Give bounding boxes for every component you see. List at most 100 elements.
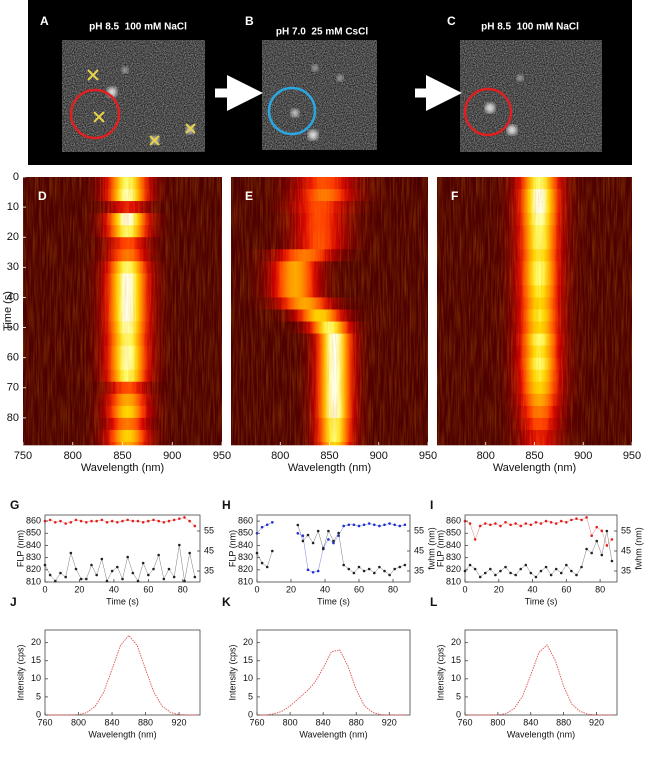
data-point xyxy=(524,563,528,567)
y-tick-label: 5 xyxy=(456,691,461,701)
data-point xyxy=(167,519,171,523)
data-point xyxy=(255,551,259,555)
data-point xyxy=(575,517,578,520)
data-point xyxy=(388,522,391,525)
data-point xyxy=(260,561,264,565)
panel-label: B xyxy=(245,14,254,28)
x-tick-label: 20 xyxy=(74,584,84,594)
data-point xyxy=(43,563,47,567)
data-point xyxy=(463,569,467,573)
data-point xyxy=(590,551,593,555)
panel-label: F xyxy=(451,189,458,203)
data-point xyxy=(126,555,129,559)
panel-label: J xyxy=(10,595,17,609)
data-point xyxy=(403,523,407,527)
y2-tick-label: 45 xyxy=(621,545,631,555)
data-point xyxy=(54,579,57,583)
spectrum-line xyxy=(257,649,406,716)
data-point xyxy=(383,569,386,573)
data-point xyxy=(494,522,497,525)
data-point xyxy=(64,522,67,525)
image-caption: pH 8.5 100 mM NaCl xyxy=(89,22,187,33)
data-point xyxy=(544,519,548,523)
data-point xyxy=(539,569,543,573)
y-tick-label: 820 xyxy=(26,564,41,574)
y-axis-label: FLP (nm) xyxy=(15,530,25,567)
data-point xyxy=(570,518,573,522)
y2-axis-label: fwhm (nm) xyxy=(426,527,436,570)
y-tick-label: 830 xyxy=(238,552,253,562)
x-tick-label: 880 xyxy=(349,717,364,727)
data-point xyxy=(311,570,315,574)
data-point xyxy=(580,565,583,569)
y-tick-label: 70 xyxy=(7,382,19,394)
data-point xyxy=(85,577,88,581)
data-point xyxy=(590,534,593,538)
x-tick-label: 80 xyxy=(595,584,605,594)
x-tick-label: 800 xyxy=(283,717,298,727)
x-tick-label: 60 xyxy=(561,584,571,594)
data-point xyxy=(483,522,487,525)
data-point xyxy=(468,563,472,567)
y-tick-label: 20 xyxy=(451,637,461,647)
data-point xyxy=(524,522,528,525)
data-point xyxy=(383,523,386,527)
x-tick-label: 60 xyxy=(143,584,153,594)
y-tick-label: 40 xyxy=(7,291,19,303)
data-point xyxy=(347,523,351,527)
x-axis-label: Wavelength (nm) xyxy=(493,462,576,474)
series-line xyxy=(297,524,405,576)
data-point xyxy=(605,529,609,533)
data-point xyxy=(605,544,609,547)
data-point xyxy=(378,524,381,528)
data-point xyxy=(549,573,553,577)
image-c xyxy=(460,40,602,152)
data-point xyxy=(342,524,346,528)
data-point xyxy=(554,522,558,525)
x-tick-label: 80 xyxy=(388,584,398,594)
data-point xyxy=(141,561,145,565)
y-tick-label: 60 xyxy=(7,352,19,364)
data-point xyxy=(373,523,376,527)
data-point xyxy=(352,523,356,527)
data-point xyxy=(575,573,578,577)
data-point xyxy=(79,519,83,523)
y-axis-label: Intensity (cps) xyxy=(227,644,237,700)
y2-tick-label: 35 xyxy=(204,565,214,575)
y-tick-label: 80 xyxy=(7,412,19,424)
y-tick-label: 840 xyxy=(446,540,461,550)
y-tick-label: 860 xyxy=(446,515,461,525)
data-point xyxy=(327,538,330,541)
x-tick-label: 840 xyxy=(105,717,120,727)
data-point xyxy=(499,569,502,573)
y-axis-label: Intensity (cps) xyxy=(435,644,445,700)
data-point xyxy=(110,569,114,573)
data-point xyxy=(265,523,269,527)
data-point xyxy=(110,519,114,523)
y2-tick-label: 45 xyxy=(204,545,214,555)
data-point xyxy=(100,557,104,561)
y-tick-label: 860 xyxy=(26,515,41,525)
x-tick-label: 40 xyxy=(320,584,330,594)
y-tick-label: 15 xyxy=(243,655,253,665)
y-tick-label: 10 xyxy=(243,673,253,683)
x-tick-label: 20 xyxy=(286,584,296,594)
x-axis-label: Time (s) xyxy=(525,596,558,606)
plot-frame xyxy=(44,514,201,583)
x-axis-label: Wavelength (nm) xyxy=(88,729,156,739)
data-point xyxy=(183,516,186,519)
data-point xyxy=(193,575,197,579)
y-tick-label: 850 xyxy=(26,528,41,538)
data-point xyxy=(296,523,300,527)
data-point xyxy=(85,521,88,524)
data-point xyxy=(342,563,346,567)
data-point xyxy=(126,518,129,522)
y2-tick-label: 35 xyxy=(621,565,631,575)
x-axis-label: Wavelength (nm) xyxy=(299,729,367,739)
data-point xyxy=(167,567,171,571)
x-tick-label: 20 xyxy=(494,584,504,594)
data-point xyxy=(519,567,523,571)
y2-tick-label: 55 xyxy=(621,525,631,535)
y-tick-label: 830 xyxy=(26,552,41,562)
data-point xyxy=(301,534,305,538)
